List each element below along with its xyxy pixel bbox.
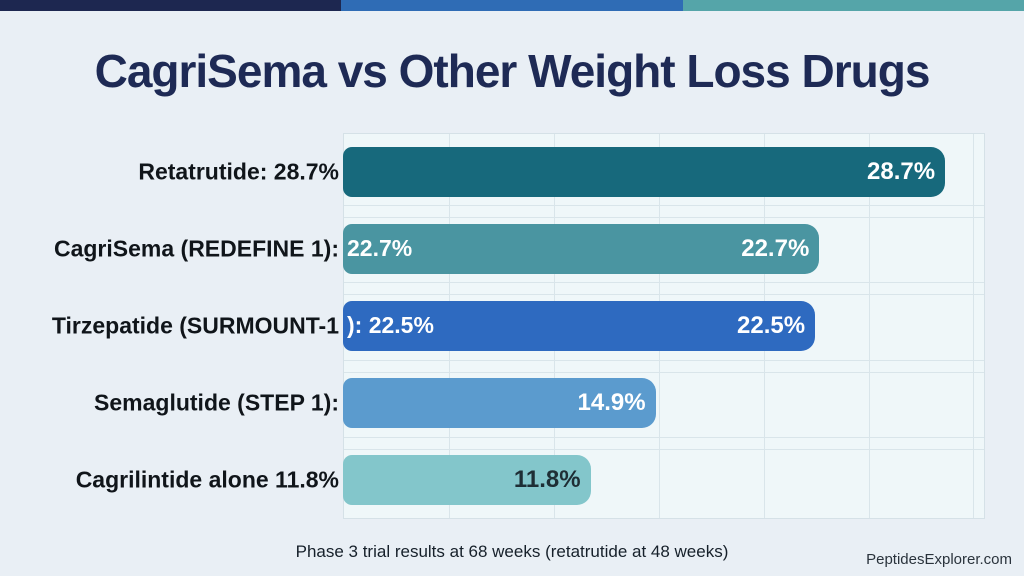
vertical-gridline [868,134,870,518]
horizontal-gridline [344,448,984,450]
bar-inline-label: 22.7% [347,235,413,262]
bar: 11.8% [343,455,591,506]
bar-value-label: 28.7% [867,157,936,185]
category-label: Tirzepatide (SURMOUNT-1 [51,312,339,339]
chart-row: CagriSema (REDEFINE 1): 22.7% 22.7% [0,210,1024,287]
chart-row: Retatrutide: 28.7% 28.7% [0,133,1024,210]
horizontal-gridline [344,282,984,284]
category-label: Semaglutide (STEP 1): [94,389,339,416]
bar: ): 22.5% 22.5% [343,300,816,351]
bar-chart: Retatrutide: 28.7% 28.7% CagriSema (REDEFI… [0,133,1024,519]
top-stripe-blue-segment [341,0,683,11]
horizontal-gridline [344,205,984,207]
horizontal-gridline [344,359,984,361]
top-stripe-navy-segment [0,0,342,11]
bar-value-label: 22.5% [737,311,806,339]
bar-inline-label: ): 22.5% [347,312,434,339]
category-label: Retatrutide: 28.7% [138,158,339,185]
chart-row: Tirzepatide (SURMOUNT-1 ): 22.5% 22.5% [0,287,1024,364]
horizontal-gridline [344,436,984,438]
category-label: CagriSema (REDEFINE 1): [53,235,339,262]
vertical-gridline [973,134,975,518]
chart-row: Semaglutide (STEP 1): 14.9% [0,365,1024,442]
category-label: Cagrilintide alone 11.8% [75,466,339,493]
top-stripe-teal-segment [682,0,1024,11]
bar-value-label: 22.7% [741,234,810,262]
bar: 14.9% [343,378,656,429]
page-title: CagriSema vs Other Weight Loss Drugs [94,45,931,97]
footer-note: Phase 3 trial results at 68 weeks (retat… [295,542,729,561]
top-accent-stripe [0,0,1024,11]
bar: 22.7% 22.7% [343,223,820,274]
bar-value-label: 11.8% [513,466,581,494]
chart-row: Cagrilintide alone 11.8% 11.8% [0,442,1024,519]
bar: 28.7% [343,146,946,197]
horizontal-gridline [344,294,984,296]
horizontal-gridline [344,371,984,373]
brand-watermark: PeptidesExplorer.com [866,551,1012,568]
horizontal-gridline [344,217,984,219]
bar-value-label: 14.9% [577,389,646,417]
